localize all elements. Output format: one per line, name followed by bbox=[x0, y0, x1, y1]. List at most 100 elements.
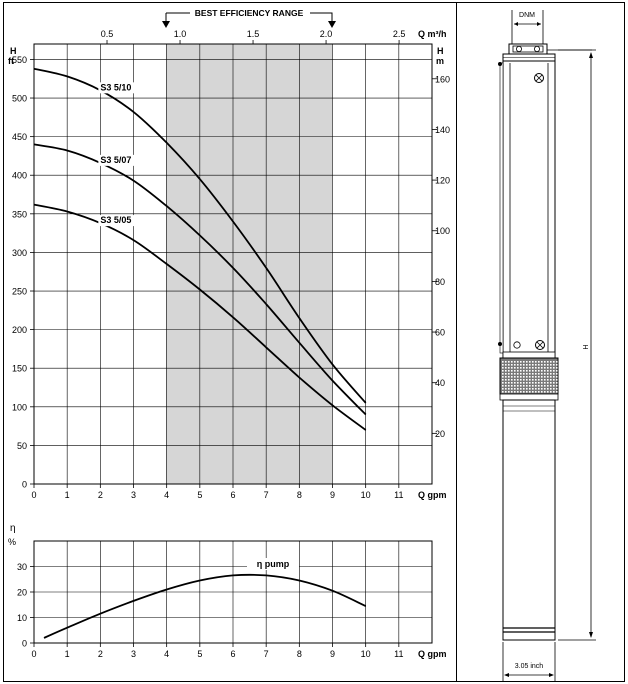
mesh-hole bbox=[556, 364, 558, 366]
mesh-hole bbox=[535, 367, 537, 369]
best-efficiency-band bbox=[166, 44, 332, 484]
gpm-tick-label: 0 bbox=[31, 490, 36, 500]
mesh-hole bbox=[514, 382, 516, 384]
mesh-hole bbox=[502, 379, 504, 381]
mesh-hole bbox=[514, 391, 516, 393]
mesh-hole bbox=[538, 388, 540, 390]
mesh-hole bbox=[535, 361, 537, 363]
efficiency-grid bbox=[34, 541, 432, 643]
m-tick-label: 140 bbox=[435, 125, 450, 135]
mesh-hole bbox=[505, 361, 507, 363]
mesh-hole bbox=[511, 388, 513, 390]
screen-mesh bbox=[502, 361, 558, 393]
mesh-hole bbox=[517, 361, 519, 363]
mesh-hole bbox=[553, 361, 555, 363]
mesh-hole bbox=[556, 379, 558, 381]
mesh-hole bbox=[508, 370, 510, 372]
eff-gpm-tick-label: 11 bbox=[394, 649, 403, 659]
mesh-hole bbox=[505, 364, 507, 366]
dnm-label: DNM bbox=[519, 12, 535, 19]
mesh-hole bbox=[541, 391, 543, 393]
mesh-hole bbox=[529, 385, 531, 387]
mesh-hole bbox=[547, 364, 549, 366]
mesh-hole bbox=[523, 388, 525, 390]
mesh-hole bbox=[526, 367, 528, 369]
mesh-hole bbox=[556, 391, 558, 393]
mesh-hole bbox=[547, 382, 549, 384]
mesh-hole bbox=[505, 382, 507, 384]
mesh-hole bbox=[517, 367, 519, 369]
gpm-tick-label: 11 bbox=[394, 490, 403, 500]
mesh-hole bbox=[514, 370, 516, 372]
gpm-tick-label: 3 bbox=[131, 490, 136, 500]
mesh-hole bbox=[508, 364, 510, 366]
mesh-hole bbox=[529, 376, 531, 378]
efficiency-chart: 0 1 2 3 4 5 6 7 8 9 10 11 0 10 20 30 η pump η % Q gpm bbox=[8, 523, 447, 659]
mesh-hole bbox=[535, 373, 537, 375]
mesh-hole bbox=[535, 376, 537, 378]
mesh-hole bbox=[502, 370, 504, 372]
eta-pump-label-bg bbox=[247, 558, 299, 570]
ft-tick-label: 300 bbox=[12, 248, 27, 258]
mesh-hole bbox=[508, 376, 510, 378]
mesh-hole bbox=[532, 376, 534, 378]
eff-gpm-tick-label: 7 bbox=[264, 649, 269, 659]
mesh-hole bbox=[523, 376, 525, 378]
h-ft-axis-unit: ft bbox=[8, 56, 14, 66]
efficiency-curves bbox=[43, 573, 367, 639]
mesh-hole bbox=[535, 370, 537, 372]
eff-gpm-tick-label: 6 bbox=[230, 649, 235, 659]
mesh-hole bbox=[526, 370, 528, 372]
eff-gpm-tick-label: 8 bbox=[297, 649, 302, 659]
mesh-hole bbox=[541, 385, 543, 387]
mesh-hole bbox=[505, 391, 507, 393]
mesh-hole bbox=[556, 370, 558, 372]
mesh-hole bbox=[508, 361, 510, 363]
mesh-hole bbox=[523, 370, 525, 372]
mesh-hole bbox=[529, 373, 531, 375]
mesh-hole bbox=[517, 364, 519, 366]
mesh-hole bbox=[547, 373, 549, 375]
mesh-hole bbox=[517, 370, 519, 372]
mesh-hole bbox=[520, 385, 522, 387]
ft-tick-label: 500 bbox=[12, 94, 27, 104]
eta-pump-label: η pump bbox=[257, 559, 290, 569]
mesh-hole bbox=[523, 367, 525, 369]
mesh-hole bbox=[508, 382, 510, 384]
gpm-tick-label: 6 bbox=[230, 490, 235, 500]
mesh-hole bbox=[511, 385, 513, 387]
mesh-hole bbox=[535, 379, 537, 381]
curve-label-bg bbox=[98, 82, 153, 94]
mesh-hole bbox=[514, 388, 516, 390]
mesh-hole bbox=[532, 361, 534, 363]
m3h-tick-label: 0.5 bbox=[101, 29, 114, 39]
mesh-hole bbox=[544, 364, 546, 366]
mesh-hole bbox=[529, 379, 531, 381]
best-efficiency-header: BEST EFFICIENCY RANGE bbox=[162, 8, 336, 28]
eta-axis-unit: % bbox=[8, 537, 16, 547]
mesh-hole bbox=[508, 379, 510, 381]
pump-drawing: DNM H bbox=[498, 10, 596, 682]
curve-label: S3 5/10 bbox=[100, 82, 131, 92]
mesh-hole bbox=[526, 379, 528, 381]
gpm-tick-label: 4 bbox=[164, 490, 169, 500]
eff-gpm-tick-label: 9 bbox=[330, 649, 335, 659]
ft-tick-label: 100 bbox=[12, 402, 27, 412]
mesh-hole bbox=[547, 376, 549, 378]
mesh-hole bbox=[505, 379, 507, 381]
mesh-hole bbox=[502, 385, 504, 387]
mesh-hole bbox=[508, 388, 510, 390]
mesh-hole bbox=[517, 388, 519, 390]
mesh-hole bbox=[550, 370, 552, 372]
mesh-hole bbox=[553, 388, 555, 390]
mesh-hole bbox=[526, 388, 528, 390]
mesh-hole bbox=[532, 388, 534, 390]
mesh-hole bbox=[526, 391, 528, 393]
pct-tick-label: 20 bbox=[17, 588, 27, 598]
eff-gpm-tick-label: 2 bbox=[98, 649, 103, 659]
mesh-hole bbox=[535, 364, 537, 366]
mesh-hole bbox=[526, 385, 528, 387]
mesh-hole bbox=[529, 361, 531, 363]
m-tick-label: 40 bbox=[435, 378, 445, 388]
mesh-hole bbox=[544, 370, 546, 372]
